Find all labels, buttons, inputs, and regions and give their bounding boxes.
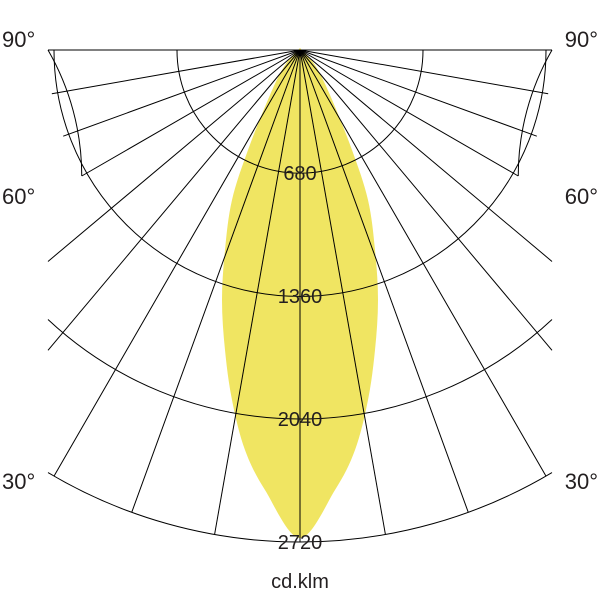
svg-text:60°: 60° <box>2 184 35 209</box>
svg-text:30°: 30° <box>2 469 35 494</box>
svg-text:30°: 30° <box>565 469 598 494</box>
svg-text:90°: 90° <box>565 27 598 52</box>
svg-text:1360: 1360 <box>278 286 323 308</box>
svg-text:2720: 2720 <box>278 532 323 554</box>
svg-text:90°: 90° <box>2 27 35 52</box>
svg-text:60°: 60° <box>565 184 598 209</box>
svg-text:2040: 2040 <box>278 409 323 431</box>
svg-text:cd.klm: cd.klm <box>271 571 329 593</box>
svg-text:680: 680 <box>283 163 316 185</box>
